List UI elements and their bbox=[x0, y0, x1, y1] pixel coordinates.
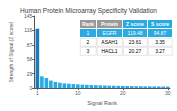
svg-text:Z score: Z score bbox=[126, 21, 144, 27]
svg-text:58: 58 bbox=[27, 56, 33, 62]
svg-text:HACL1: HACL1 bbox=[101, 48, 117, 54]
svg-text:Strength of Signal (Z score): Strength of Signal (Z score) bbox=[8, 21, 14, 82]
svg-text:30: 30 bbox=[165, 90, 171, 96]
svg-text:EGFR: EGFR bbox=[103, 30, 117, 36]
svg-text:Protein: Protein bbox=[101, 21, 118, 27]
svg-text:10: 10 bbox=[75, 90, 81, 96]
svg-text:Signal Rank: Signal Rank bbox=[87, 100, 117, 106]
svg-text:23.61: 23.61 bbox=[129, 39, 142, 45]
svg-text:119.48: 119.48 bbox=[128, 30, 143, 36]
svg-text:1: 1 bbox=[36, 90, 39, 96]
svg-text:145: 145 bbox=[23, 13, 33, 19]
svg-text:20.27: 20.27 bbox=[129, 48, 142, 54]
svg-text:S score: S score bbox=[151, 21, 169, 27]
svg-text:94.87: 94.87 bbox=[154, 30, 167, 36]
svg-text:3.35: 3.35 bbox=[155, 39, 165, 45]
svg-text:20: 20 bbox=[120, 90, 126, 96]
svg-text:3.27: 3.27 bbox=[155, 48, 165, 54]
svg-text:116: 116 bbox=[24, 27, 32, 33]
svg-text:29: 29 bbox=[27, 71, 33, 77]
svg-text:Human Protein Microarray Speci: Human Protein Microarray Specificity Val… bbox=[20, 7, 157, 15]
svg-text:ASAH1: ASAH1 bbox=[101, 39, 118, 45]
svg-text:87: 87 bbox=[27, 42, 33, 48]
svg-text:1: 1 bbox=[87, 30, 90, 36]
svg-text:2: 2 bbox=[87, 39, 90, 45]
svg-text:3: 3 bbox=[87, 48, 90, 54]
svg-text:Rank: Rank bbox=[82, 21, 94, 27]
svg-text:0: 0 bbox=[29, 85, 32, 91]
